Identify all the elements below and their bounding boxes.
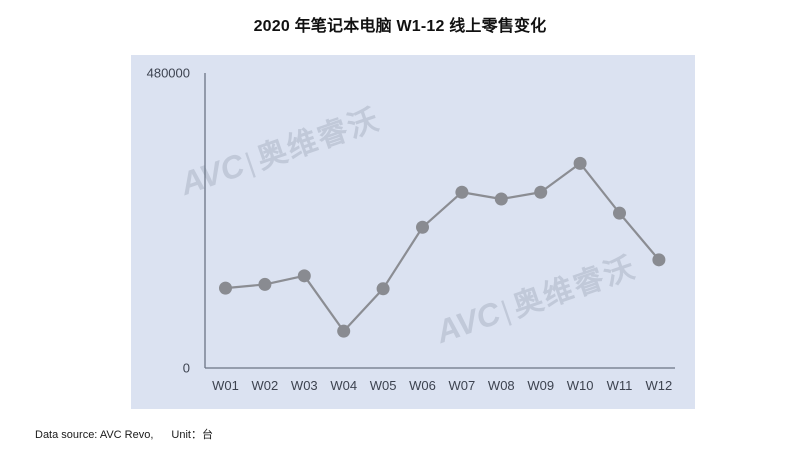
data-point-W05	[376, 282, 390, 296]
data-point-W11	[613, 206, 626, 220]
data-point-W01	[219, 281, 232, 295]
data-point-W06	[416, 220, 429, 234]
x-tick-label-W07: W07	[449, 378, 476, 393]
x-tick-label-W04: W04	[330, 378, 357, 393]
x-tick-label-W09: W09	[527, 378, 554, 393]
x-tick-label-W01: W01	[212, 378, 239, 393]
footer-note: Data source: AVC Revo, Unit：台	[35, 426, 213, 442]
x-tick-label-W11: W11	[607, 378, 633, 393]
data-point-W08	[494, 192, 508, 206]
data-point-W03	[297, 269, 311, 283]
series-line	[225, 162, 660, 333]
data-point-W10	[573, 156, 587, 170]
y-tick-label: 0	[183, 360, 190, 375]
line-chart: 0 480000 W01 W02 W03 W04 W05 W06 W07 W08 W09 W10 W11…	[147, 65, 675, 393]
data-point-W12	[652, 253, 666, 267]
data-point-W09	[534, 185, 548, 199]
x-tick-label-W08: W08	[488, 378, 515, 393]
data-point-W04	[337, 324, 351, 338]
chart-panel: AVC|奥维睿沃 AVC|奥维睿沃 0 480000 W01 W02 W03 W04 W05…	[131, 55, 695, 409]
x-tick-label-W02: W02	[252, 378, 279, 393]
x-tick-label-W06: W06	[409, 378, 436, 393]
data-source-label: Data source: AVC Revo,	[35, 429, 154, 441]
x-tick-label-W03: W03	[291, 378, 318, 393]
x-tick-label-W12: W12	[646, 378, 673, 393]
unit-label: Unit：台	[171, 429, 213, 441]
x-tick-label-W10: W10	[567, 378, 594, 393]
data-point-W02	[258, 277, 272, 291]
x-tick-label-W05: W05	[370, 378, 397, 393]
data-point-W07	[455, 185, 469, 199]
y-tick-label: 480000	[147, 65, 190, 80]
chart-title: 2020 年笔记本电脑 W1-12 线上零售变化	[253, 18, 547, 35]
